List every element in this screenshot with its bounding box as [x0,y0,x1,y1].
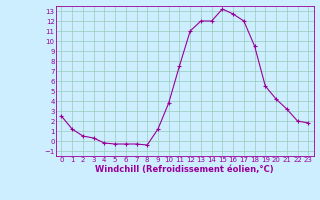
X-axis label: Windchill (Refroidissement éolien,°C): Windchill (Refroidissement éolien,°C) [95,165,274,174]
